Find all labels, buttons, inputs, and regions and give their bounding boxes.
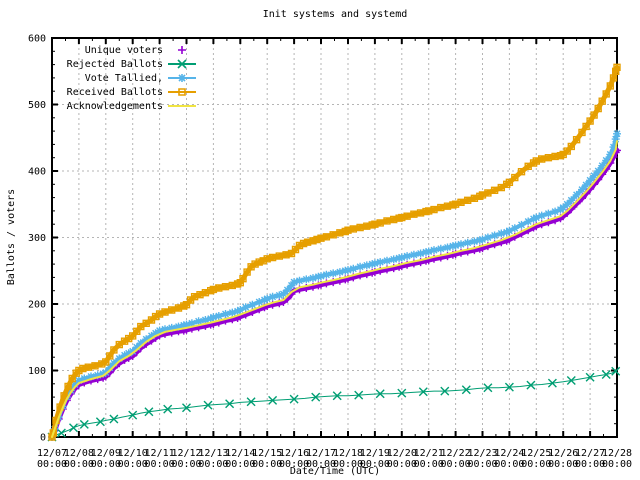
plus-marker-icon — [178, 46, 186, 54]
x-tick-date: 12/14 — [225, 448, 255, 459]
x-tick-date: 12/07 — [37, 448, 67, 459]
x-tick-time: 00:00 — [575, 459, 605, 470]
x-tick-time: 00:00 — [37, 459, 67, 470]
unique-voters-markers — [48, 146, 621, 441]
gridlines — [52, 38, 617, 437]
x-tick-date: 12/11 — [145, 448, 175, 459]
received-ballots-markers — [48, 63, 621, 441]
x-tick-time: 00:00 — [118, 459, 148, 470]
x-tick-date: 12/18 — [333, 448, 363, 459]
x-tick-date: 12/24 — [494, 448, 524, 459]
x-tick-time: 00:00 — [306, 459, 336, 470]
legend-label-vote-tallied: Vote Tallied, — [84, 72, 163, 84]
x-tick-time: 00:00 — [441, 459, 471, 470]
y-axis-label: Ballots / voters — [6, 189, 17, 285]
x-axis-label: Date/Time (UTC) — [290, 466, 380, 477]
legend-item-rejected-ballots: Rejected Ballots — [40, 57, 197, 71]
x-tick-date: 12/28 — [602, 448, 632, 459]
axis-ticks — [51, 37, 618, 438]
x-tick-time: 00:00 — [225, 459, 255, 470]
x-tick-date: 12/15 — [252, 448, 282, 459]
x-tick-date: 12/09 — [91, 448, 121, 459]
y-tick-label: 600 — [28, 34, 46, 45]
x-tick-date: 12/22 — [441, 448, 471, 459]
x-tick-date: 12/19 — [360, 448, 390, 459]
y-tick-label: 200 — [28, 300, 46, 311]
x-tick-time: 00:00 — [360, 459, 390, 470]
y-tick-label: 100 — [28, 366, 46, 377]
legend-label-rejected-ballots: Rejected Ballots — [66, 58, 163, 70]
legend-item-acknowledgements: Acknowledgements — [40, 99, 197, 113]
legend-item-unique-voters: Unique voters — [40, 43, 197, 57]
legend: Unique voters Rejected Ballots Vote Tall… — [40, 43, 197, 113]
series-acknowledgements — [51, 140, 618, 438]
x-tick-time: 00:00 — [387, 459, 417, 470]
x-tick-time: 00:00 — [467, 459, 497, 470]
square-line-marker-icon — [168, 88, 196, 96]
legend-item-received-ballots: Received Ballots — [40, 85, 197, 99]
x-tick-time: 00:00 — [145, 459, 175, 470]
legend-item-vote-tallied: Vote Tallied, — [40, 71, 197, 85]
x-tick-date: 12/21 — [414, 448, 444, 459]
x-tick-date: 12/23 — [467, 448, 497, 459]
x-tick-date: 12/27 — [575, 448, 605, 459]
y-tick-labels: 0 100 200 300 400 500 600 — [28, 34, 46, 444]
x-tick-date: 12/13 — [198, 448, 228, 459]
x-tick-time: 00:00 — [171, 459, 201, 470]
legend-label-acknowledgements: Acknowledgements — [66, 100, 163, 112]
legend-label-unique-voters: Unique voters — [84, 44, 163, 56]
series-received-ballots — [48, 63, 621, 441]
x-tick-time: 00:00 — [414, 459, 444, 470]
vote-tallied-markers — [48, 129, 621, 441]
cross-line-marker-icon — [168, 59, 196, 69]
series-unique-voters — [48, 146, 621, 441]
x-tick-time: 00:00 — [494, 459, 524, 470]
x-tick-time: 00:00 — [548, 459, 578, 470]
y-tick-label: 300 — [28, 233, 46, 244]
x-tick-time: 00:00 — [333, 459, 363, 470]
x-tick-time: 00:00 — [91, 459, 121, 470]
rejected-ballots-markers — [47, 366, 621, 442]
x-tick-time: 00:00 — [64, 459, 94, 470]
series-rejected-ballots — [47, 366, 621, 442]
x-tick-date: 12/08 — [64, 448, 94, 459]
x-tick-time: 00:00 — [521, 459, 551, 470]
x-tick-date: 12/12 — [171, 448, 201, 459]
x-tick-date: 12/20 — [387, 448, 417, 459]
x-tick-date: 12/10 — [118, 448, 148, 459]
x-tick-time: 00:00 — [279, 459, 309, 470]
legend-label-received-ballots: Received Ballots — [66, 86, 163, 98]
line-marker-icon — [168, 105, 196, 107]
x-tick-date: 12/17 — [306, 448, 336, 459]
y-tick-label: 0 — [40, 433, 46, 444]
x-tick-date: 12/26 — [548, 448, 578, 459]
chart-title: Init systems and systemd — [263, 9, 408, 20]
y-tick-label: 500 — [28, 100, 46, 111]
x-tick-time: 00:00 — [602, 459, 632, 470]
x-tick-date: 12/25 — [521, 448, 551, 459]
asterisk-line-marker-icon — [168, 74, 196, 82]
plot-render-root: 12/0700:0012/0800:0012/0900:0012/1000:00… — [28, 34, 632, 471]
series-vote-tallied — [48, 129, 621, 441]
x-tick-time: 00:00 — [198, 459, 228, 470]
x-tick-date: 12/16 — [279, 448, 309, 459]
x-tick-time: 00:00 — [252, 459, 282, 470]
x-tick-labels: 12/0700:0012/0800:0012/0900:0012/1000:00… — [37, 448, 632, 470]
y-tick-label: 400 — [28, 167, 46, 178]
